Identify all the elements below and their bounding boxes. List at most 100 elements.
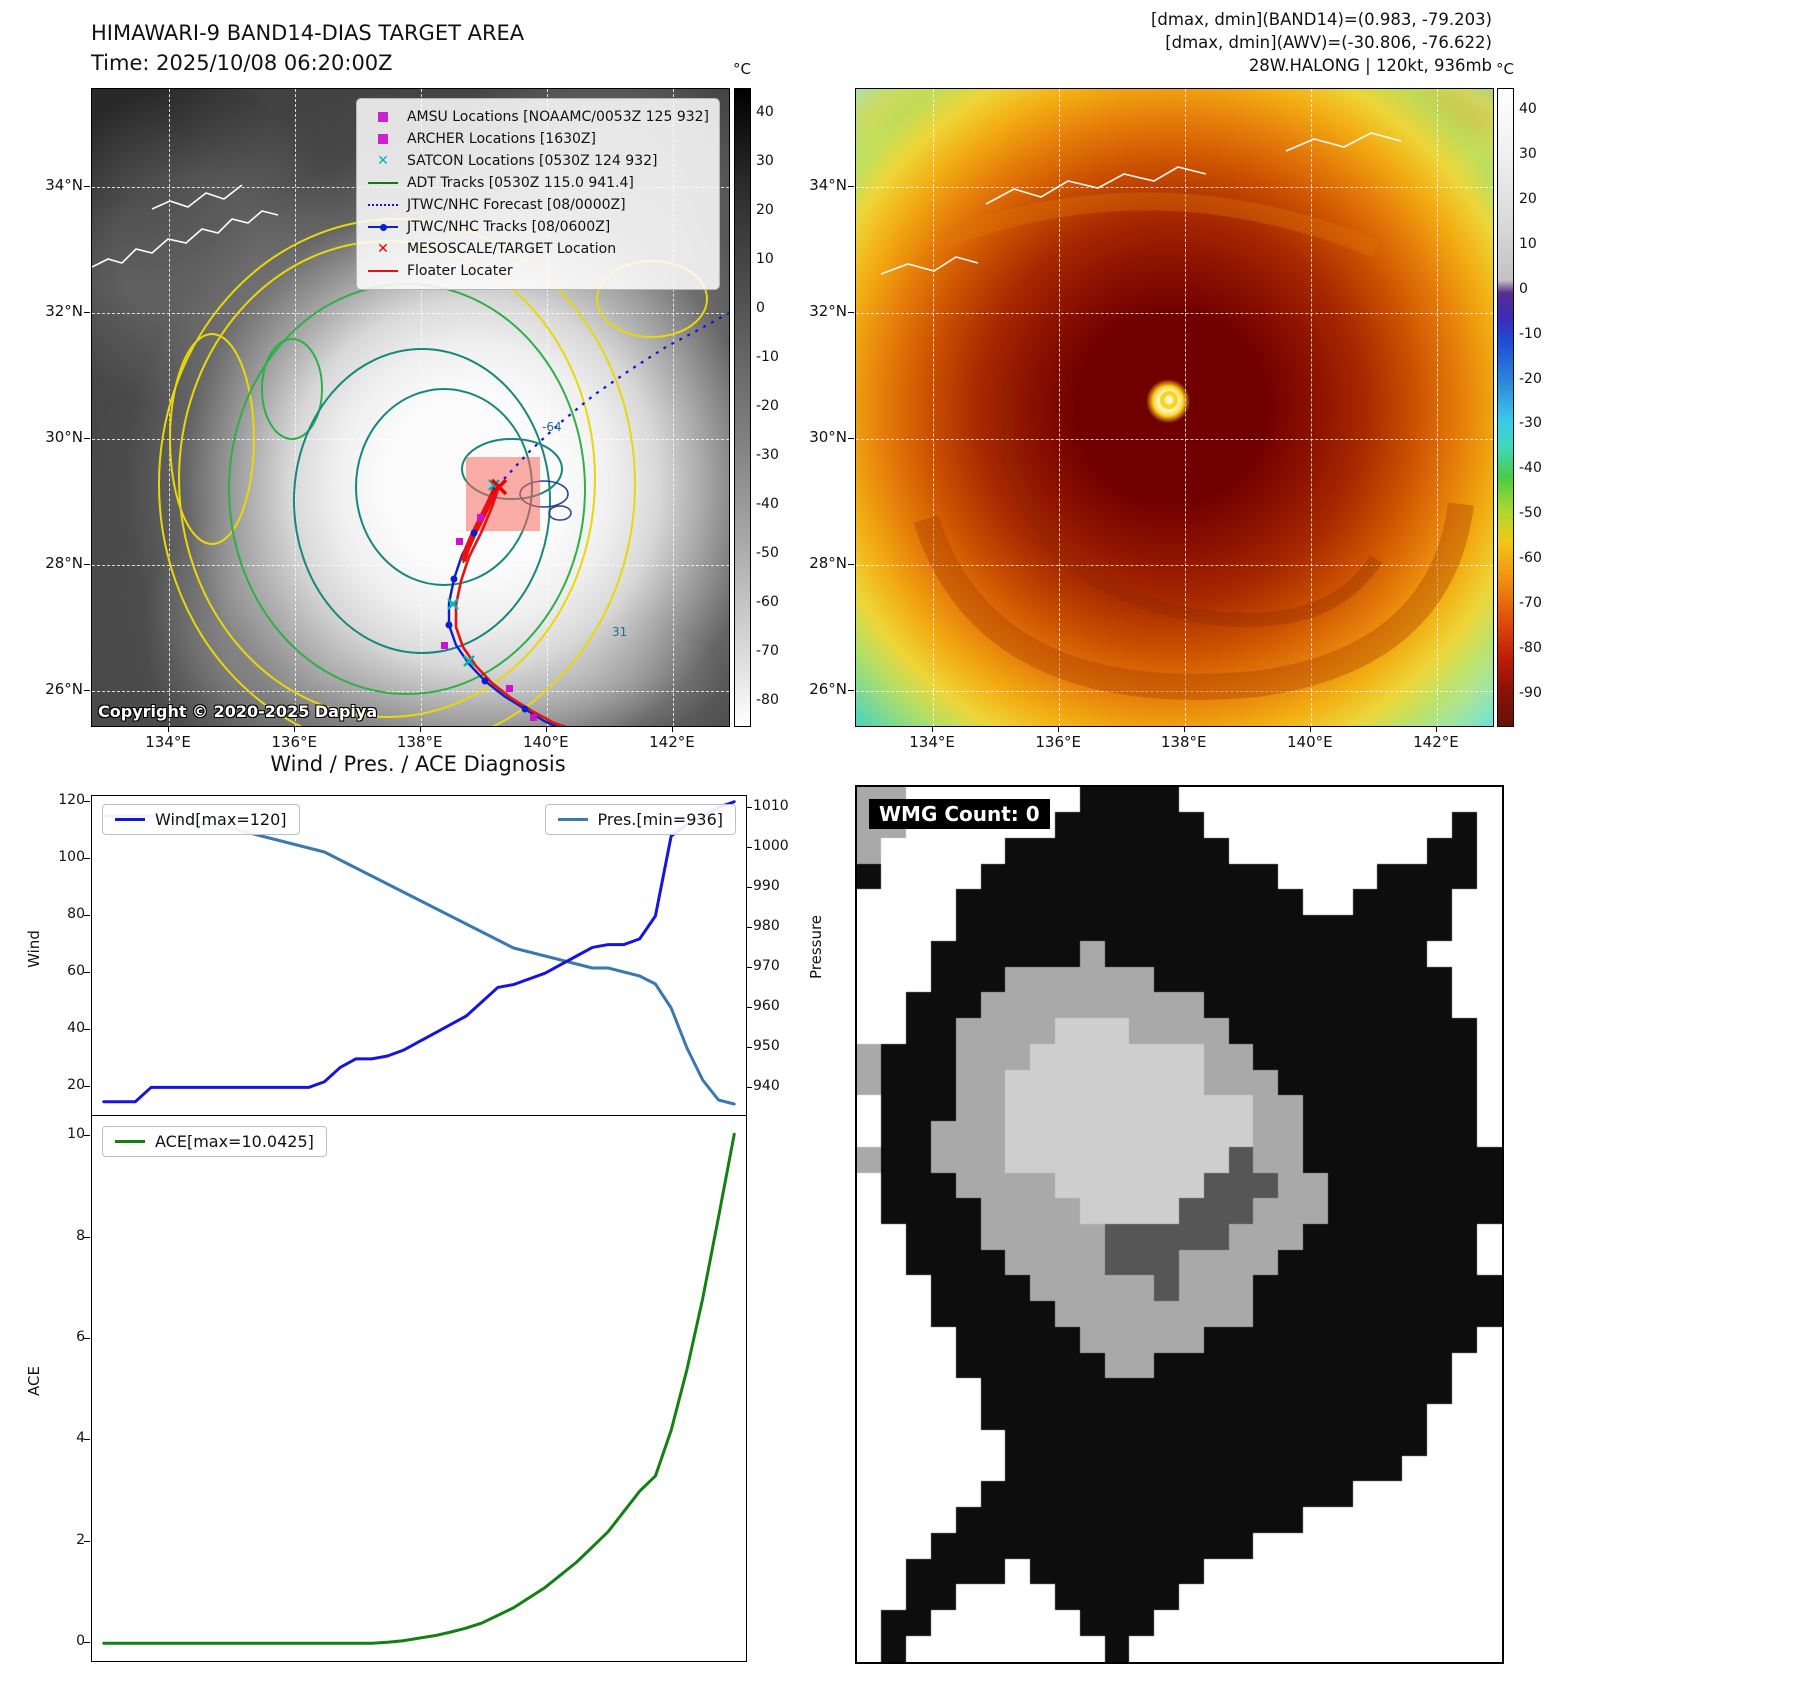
- y-tickmark: [84, 312, 90, 314]
- pressure-legend: Pres.[min=936]: [544, 804, 736, 835]
- legend-item: ✕ SATCON Locations [0530Z 124 932]: [367, 151, 709, 171]
- map-gridline: [856, 564, 1493, 566]
- colorbar-tick-label: -30: [756, 446, 779, 463]
- y-tickmark: [848, 437, 854, 439]
- map-gridline: [672, 89, 674, 726]
- left-panel-title-block: HIMAWARI-9 BAND14-DIAS TARGET AREA Time:…: [91, 18, 524, 78]
- data-series-line: [104, 816, 734, 1104]
- wind-pressure-plot: [92, 796, 746, 1116]
- colorbar-tick-label: -20: [1519, 370, 1542, 387]
- floater-track: [454, 483, 568, 726]
- wind-ytick-label: 60: [67, 963, 85, 980]
- band14-satellite-map: -64 31 AMSU Locations [NOAAMC/0053Z 125 9…: [91, 88, 730, 727]
- y-tick-label: 34°N: [45, 176, 83, 195]
- ace-ytickmark: [84, 1439, 90, 1441]
- wind-ytick-label: 40: [67, 1020, 85, 1037]
- legend-label: ARCHER Locations [1630Z]: [406, 131, 596, 147]
- y-tick-label: 30°N: [45, 427, 83, 446]
- wmg-pixel-image: [857, 787, 1502, 1662]
- left-panel-time: Time: 2025/10/08 06:20:00Z: [91, 51, 393, 75]
- pressure-ytick-label: 1000: [753, 838, 789, 854]
- y-tickmark: [848, 312, 854, 314]
- legend-item: ADT Tracks [0530Z 115.0 941.4]: [367, 173, 709, 193]
- wind-pressure-chart: Wind[max=120] Pres.[min=936]: [91, 795, 747, 1117]
- x-tickmark: [1309, 726, 1311, 732]
- pressure-ytick-label: 980: [753, 918, 780, 934]
- contour-label: -64: [542, 420, 562, 434]
- wind-ytick-label: 20: [67, 1077, 85, 1094]
- x-tick-label: 134°E: [145, 733, 191, 751]
- wind-line-swatch-icon: [115, 818, 145, 821]
- y-tickmark: [848, 689, 854, 691]
- square-marker-icon: [367, 112, 399, 122]
- y-tick-label: 28°N: [809, 553, 847, 572]
- map-gridline: [92, 690, 729, 692]
- ace-ytickmark: [84, 1236, 90, 1238]
- ir-colorbar-unit: °C: [1496, 60, 1514, 78]
- legend-item: JTWC/NHC Tracks [08/0600Z]: [367, 217, 709, 237]
- pressure-ytickmark: [746, 887, 752, 888]
- y-tick-label: 32°N: [45, 302, 83, 321]
- colorbar-tick-label: -80: [1519, 639, 1542, 656]
- contour-label: 31: [612, 625, 627, 639]
- colorbar-tick-label: 40: [756, 103, 774, 120]
- wind-legend-label: Wind[max=120]: [155, 810, 287, 829]
- colorbar-tick-label: -60: [1519, 550, 1542, 567]
- pressure-legend-label: Pres.[min=936]: [597, 810, 723, 829]
- line-marker-icon: [367, 182, 399, 184]
- pressure-ytickmark: [746, 1007, 752, 1008]
- wmg-count-label: WMG Count: 0: [869, 799, 1050, 829]
- map-gridline: [1059, 89, 1061, 726]
- map-gridline: [92, 564, 729, 566]
- x-tick-label: 138°E: [396, 733, 443, 751]
- wind-ytickmark: [84, 857, 90, 859]
- wind-ytickmark: [84, 972, 90, 974]
- x-tickmark: [419, 726, 421, 732]
- x-tickmark: [932, 726, 934, 732]
- ace-legend-label: ACE[max=10.0425]: [155, 1132, 314, 1151]
- x-tickmark: [1183, 726, 1185, 732]
- enhanced-ir-map: [855, 88, 1494, 727]
- x-tickmark: [671, 726, 673, 732]
- x-tick-label: 136°E: [271, 733, 317, 751]
- colorbar-tick-label: -40: [756, 495, 779, 512]
- colorbar-tick-label: -60: [756, 593, 779, 610]
- ace-ytick-label: 4: [76, 1430, 85, 1447]
- legend-label: JTWC/NHC Forecast [08/0000Z]: [406, 197, 626, 213]
- ace-ytick-label: 10: [67, 1126, 85, 1143]
- y-tickmark: [84, 563, 90, 565]
- band14-colorbar-unit: °C: [733, 60, 751, 78]
- colorbar-tick-label: 20: [756, 201, 774, 218]
- pressure-ytick-label: 970: [753, 958, 780, 974]
- y-tick-label: 32°N: [809, 302, 847, 321]
- colorbar-tick-label: -90: [1519, 684, 1542, 701]
- map-gridline: [92, 313, 729, 315]
- colorbar-tick-label: -10: [1519, 325, 1542, 342]
- map-gridline: [1184, 89, 1186, 726]
- x-tick-label: 142°E: [649, 733, 695, 751]
- map-gridline: [1310, 89, 1312, 726]
- right-panel-header: [dmax, dmin](BAND14)=(0.983, -79.203) [d…: [855, 8, 1492, 77]
- map-gridline: [420, 89, 422, 726]
- ace-ytick-label: 2: [76, 1531, 85, 1548]
- pressure-ytickmark: [746, 807, 752, 808]
- legend-label: ADT Tracks [0530Z 115.0 941.4]: [406, 175, 634, 191]
- pressure-ytick-label: 990: [753, 878, 780, 894]
- wind-ytick-label: 80: [67, 906, 85, 922]
- pressure-axis-label: Pressure: [807, 914, 825, 980]
- wind-ytick-label: 100: [58, 848, 85, 865]
- colorbar-tick-label: -20: [756, 397, 779, 414]
- legend-label: SATCON Locations [0530Z 124 932]: [406, 153, 658, 169]
- x-tickmark: [168, 726, 170, 732]
- colorbar-tick-label: 30: [756, 152, 774, 169]
- pressure-ytickmark: [746, 847, 752, 848]
- wind-ytickmark: [84, 915, 90, 916]
- y-tickmark: [84, 689, 90, 691]
- pressure-ytickmark: [746, 1047, 752, 1048]
- pressure-ytickmark: [746, 1087, 752, 1088]
- colorbar-tick-label: 40: [1519, 101, 1537, 118]
- pressure-line-swatch-icon: [557, 818, 588, 821]
- y-tick-label: 26°N: [45, 679, 83, 698]
- dmax-dmin-band14-text: [dmax, dmin](BAND14)=(0.983, -79.203): [1150, 10, 1492, 29]
- y-tick-label: 26°N: [809, 679, 847, 698]
